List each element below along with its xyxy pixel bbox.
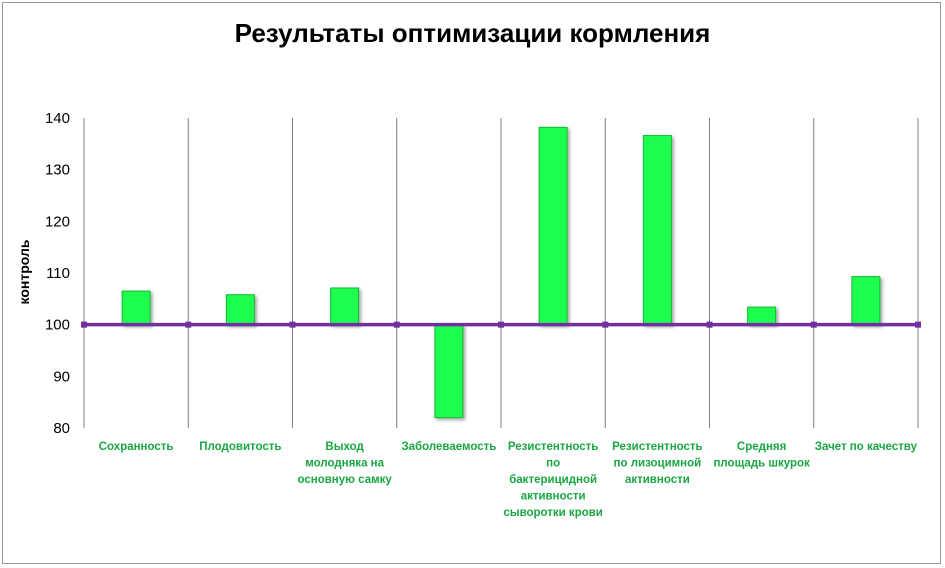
x-category-label-line: Плодовитость xyxy=(199,441,281,453)
x-category-label-line: по xyxy=(546,458,560,470)
x-category-label-line: Заболеваемость xyxy=(401,441,496,453)
x-category-label-line: Резистентность xyxy=(612,441,702,453)
bar xyxy=(330,287,360,326)
x-category-label: Резистентность по лизоцимной активности xyxy=(612,441,702,486)
x-category-label: Заболеваемость xyxy=(401,441,496,453)
baseline-marker xyxy=(185,321,192,328)
x-category-label-line: активности xyxy=(521,491,586,503)
x-axis-labels: Сохранность Плодовитость Выход молодняка на… xyxy=(99,441,918,519)
x-category-label-line: по лизоцимной xyxy=(614,458,702,470)
x-category-label: Зачет по качеству xyxy=(815,441,918,453)
y-tick-label: 140 xyxy=(45,110,70,127)
bar xyxy=(225,294,255,326)
x-category-label-line: активности xyxy=(625,474,690,486)
y-tick-label: 100 xyxy=(45,317,70,334)
baseline-marker xyxy=(602,321,609,328)
baseline-marker xyxy=(706,321,713,328)
bar xyxy=(434,324,464,419)
baseline-marker xyxy=(915,321,921,328)
y-tick-label: 80 xyxy=(53,420,70,437)
x-category-label: Средняя площадь шкурок xyxy=(713,441,810,470)
x-category-label-line: сыворотки крови xyxy=(503,507,603,519)
baseline-marker xyxy=(498,321,504,328)
category-separators xyxy=(83,118,919,428)
x-category-label: Плодовитость xyxy=(199,441,281,453)
y-tick-label: 110 xyxy=(46,265,70,282)
x-category-label-line: Резистентность xyxy=(508,441,598,453)
chart-title: Результаты оптимизации кормления xyxy=(234,18,711,48)
y-tick-label: 90 xyxy=(53,368,70,385)
y-tick-label: 120 xyxy=(45,213,70,230)
x-category-label: Выход молодняка на основную самку xyxy=(297,441,392,486)
x-category-label-line: молодняка на xyxy=(305,458,384,470)
x-category-label-line: основную самку xyxy=(297,474,392,486)
baseline-marker xyxy=(289,321,296,328)
x-category-label-line: Зачет по качеству xyxy=(815,441,918,453)
x-category-label: Резистентность по бактерицидной активности с… xyxy=(503,441,603,519)
x-category-label-line: Сохранность xyxy=(99,441,174,453)
bar xyxy=(851,276,881,326)
baseline-marker xyxy=(81,321,87,328)
x-category-label-line: Выход xyxy=(325,441,364,453)
baseline-marker xyxy=(810,321,817,328)
bar xyxy=(121,290,151,326)
baseline-group xyxy=(81,321,921,328)
bar xyxy=(538,126,568,326)
baseline-marker xyxy=(393,321,400,328)
x-category-label: Сохранность xyxy=(99,441,174,453)
y-axis-ticks: 80 90 100 110 120 130 140 xyxy=(45,110,70,437)
x-category-label-line: Средняя xyxy=(737,441,786,453)
bar xyxy=(642,135,672,326)
x-category-label-line: площадь шкурок xyxy=(713,458,810,470)
x-category-label-line: бактерицидной xyxy=(509,474,597,486)
y-tick-label: 130 xyxy=(45,162,70,179)
bar xyxy=(747,306,777,326)
